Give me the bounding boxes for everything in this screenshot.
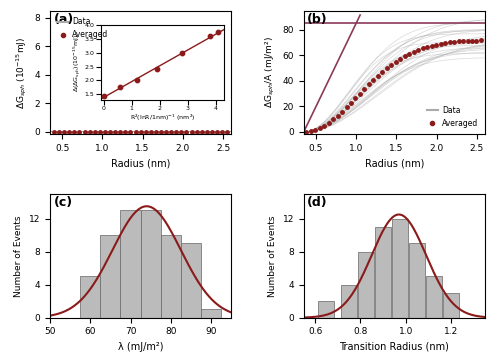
Text: (a): (a) bbox=[54, 13, 74, 26]
Bar bbox=[120, 210, 141, 318]
X-axis label: Radius (nm): Radius (nm) bbox=[111, 159, 170, 169]
X-axis label: Radius (nm): Radius (nm) bbox=[364, 159, 424, 169]
Y-axis label: ΔG$_{sph}$/A (mJ/m²): ΔG$_{sph}$/A (mJ/m²) bbox=[264, 37, 277, 108]
Legend: Data, Averaged: Data, Averaged bbox=[54, 14, 112, 42]
Bar bbox=[80, 276, 100, 318]
Legend: Data, Averaged: Data, Averaged bbox=[424, 103, 481, 131]
Bar bbox=[201, 310, 221, 318]
Y-axis label: Number of Events: Number of Events bbox=[268, 215, 277, 297]
Text: (c): (c) bbox=[54, 196, 73, 209]
Y-axis label: Number of Events: Number of Events bbox=[14, 215, 24, 297]
Text: (b): (b) bbox=[308, 13, 328, 26]
Bar bbox=[375, 227, 391, 318]
X-axis label: Transition Radius (nm): Transition Radius (nm) bbox=[340, 342, 450, 352]
Bar bbox=[341, 285, 357, 318]
Y-axis label: ΔG$_{sph}$ (10$^{-15}$mJ): ΔG$_{sph}$ (10$^{-15}$mJ) bbox=[14, 36, 29, 109]
Bar bbox=[392, 219, 408, 318]
Text: (d): (d) bbox=[308, 196, 328, 209]
Bar bbox=[409, 244, 425, 318]
Bar bbox=[426, 276, 442, 318]
Bar bbox=[100, 235, 120, 318]
Bar bbox=[140, 210, 161, 318]
Bar bbox=[443, 293, 459, 318]
X-axis label: λ (mJ/m²): λ (mJ/m²) bbox=[118, 342, 164, 352]
Bar bbox=[161, 235, 181, 318]
Bar bbox=[318, 301, 334, 318]
Bar bbox=[181, 244, 201, 318]
Bar bbox=[358, 252, 374, 318]
